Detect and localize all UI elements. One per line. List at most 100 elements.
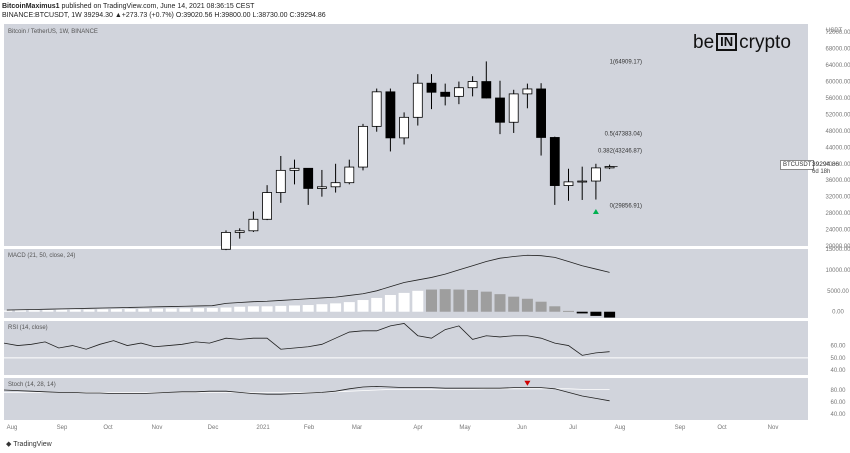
rsi-line xyxy=(3,323,610,356)
x-tick-label: Jun xyxy=(517,425,527,431)
bull-candle xyxy=(453,87,464,97)
x-tick-label: Sep xyxy=(57,425,68,431)
macd-histogram-bar xyxy=(42,309,54,312)
bear-candle xyxy=(385,91,396,139)
macd-histogram-bar xyxy=(234,306,246,312)
buy-signal-arrow xyxy=(592,209,599,215)
rsi-tick-label: 60.00 xyxy=(830,344,846,350)
macd-histogram-bar xyxy=(275,305,287,312)
macd-histogram-bar xyxy=(453,289,465,312)
bear-candle xyxy=(481,81,492,99)
bear-candle xyxy=(495,97,505,123)
macd-histogram-bar xyxy=(357,300,369,312)
x-tick-label: 2021 xyxy=(256,425,270,431)
stoch-tick-label: 80.00 xyxy=(830,388,846,394)
price-pane-title: Bitcoin / TetherUS, 1W, BINANCE xyxy=(8,29,98,35)
macd-line xyxy=(6,254,610,311)
sell-signal-arrow xyxy=(524,380,531,386)
macd-histogram-bar xyxy=(124,308,136,312)
stoch-tick-label: 40.00 xyxy=(830,412,846,418)
bar-countdown: 6d 18h xyxy=(812,169,831,175)
bear-candle xyxy=(440,91,451,97)
price-tick-label: 44000.00 xyxy=(825,145,850,151)
macd-histogram-bar xyxy=(138,308,150,312)
macd-histogram-bar xyxy=(563,310,574,312)
price-tick-label: 64000.00 xyxy=(825,63,850,69)
bull-candle xyxy=(399,116,410,139)
bull-candle xyxy=(234,230,245,233)
bull-candle xyxy=(508,93,519,123)
fib-level-label: 0.382(43246.87) xyxy=(598,148,642,154)
bull-candle xyxy=(591,167,601,182)
fib-level-label: 0.5(47383.04) xyxy=(605,131,642,137)
price-tick-label: 48000.00 xyxy=(825,129,850,135)
rsi-tick-label: 50.00 xyxy=(830,356,846,362)
price-tick-label: 32000.00 xyxy=(825,195,850,201)
macd-histogram-bar xyxy=(590,311,602,316)
macd-histogram-bar xyxy=(343,302,355,312)
x-tick-label: Aug xyxy=(615,425,626,431)
macd-histogram-bar xyxy=(384,295,396,312)
x-tick-label: Oct xyxy=(717,425,727,431)
bull-candle xyxy=(412,82,423,118)
bear-candle xyxy=(303,167,314,189)
macd-histogram-bar xyxy=(1,310,13,312)
bull-candle xyxy=(248,218,259,232)
stoch-pane[interactable] xyxy=(4,378,808,420)
macd-histogram-bar xyxy=(56,309,68,312)
bull-candle xyxy=(467,81,478,89)
price-tick-label: 72000.00 xyxy=(825,30,850,36)
macd-histogram-bar xyxy=(261,306,273,312)
x-tick-label: Oct xyxy=(103,425,113,431)
price-tick-label: 60000.00 xyxy=(825,80,850,86)
bull-candle xyxy=(221,232,231,250)
rsi-pane-title: RSI (14, close) xyxy=(8,325,48,331)
fib-level-label: 1(64909.17) xyxy=(610,59,642,65)
x-tick-label: Apr xyxy=(413,425,422,431)
macd-histogram-bar xyxy=(439,289,451,312)
price-tick-label: 40000.00 xyxy=(825,162,850,168)
axis-unit: USDT xyxy=(826,28,843,34)
publish-line: BitcoinMaximus1 published on TradingView… xyxy=(2,3,254,10)
macd-histogram-bar xyxy=(165,308,177,312)
macd-histogram-bar xyxy=(97,309,109,312)
x-tick-label: May xyxy=(459,425,470,431)
macd-histogram-bar xyxy=(494,294,506,312)
bull-candle xyxy=(289,167,300,171)
symbol-ohlc-line: BINANCE:BTCUSDT, 1W 39294.30 ▲+273.73 (+… xyxy=(2,12,326,19)
price-axis[interactable] xyxy=(808,20,850,420)
price-tick-label: 36000.00 xyxy=(825,178,850,184)
tradingview-logo[interactable]: ◆ TradingView xyxy=(6,441,52,448)
macd-histogram-bar xyxy=(15,310,26,312)
bear-candle xyxy=(426,82,437,93)
macd-tick-label: 10000.00 xyxy=(825,268,850,274)
macd-histogram-bar xyxy=(220,307,232,312)
stoch-k-line xyxy=(3,385,610,402)
macd-histogram-bar xyxy=(371,297,383,312)
macd-histogram-bar xyxy=(316,304,328,312)
price-tick-label: 28000.00 xyxy=(825,211,850,217)
macd-histogram-bar xyxy=(152,308,163,312)
beincrypto-logo: be IN crypto xyxy=(693,32,791,53)
stoch-tick-label: 60.00 xyxy=(830,400,846,406)
macd-tick-label: 15000.00 xyxy=(825,247,850,253)
macd-tick-label: 5000.00 xyxy=(827,289,849,295)
x-tick-label: Nov xyxy=(152,425,163,431)
price-tick-label: 24000.00 xyxy=(825,228,850,234)
author-name[interactable]: BitcoinMaximus1 xyxy=(2,3,60,10)
bull-candle xyxy=(275,169,286,193)
macd-histogram-bar xyxy=(521,298,533,312)
price-tick-label: 20000.00 xyxy=(825,244,850,250)
macd-histogram-bar xyxy=(549,306,561,312)
x-tick-label: Aug xyxy=(7,425,18,431)
bull-candle xyxy=(577,180,588,183)
bull-candle xyxy=(344,166,355,184)
macd-tick-label: 0.00 xyxy=(832,310,844,316)
macd-histogram-bar xyxy=(412,290,424,312)
x-tick-label: Jul xyxy=(569,425,577,431)
macd-histogram-bar xyxy=(467,289,479,312)
rsi-pane[interactable] xyxy=(4,321,808,375)
macd-histogram-bar xyxy=(604,311,616,318)
macd-histogram-bar xyxy=(289,305,300,312)
